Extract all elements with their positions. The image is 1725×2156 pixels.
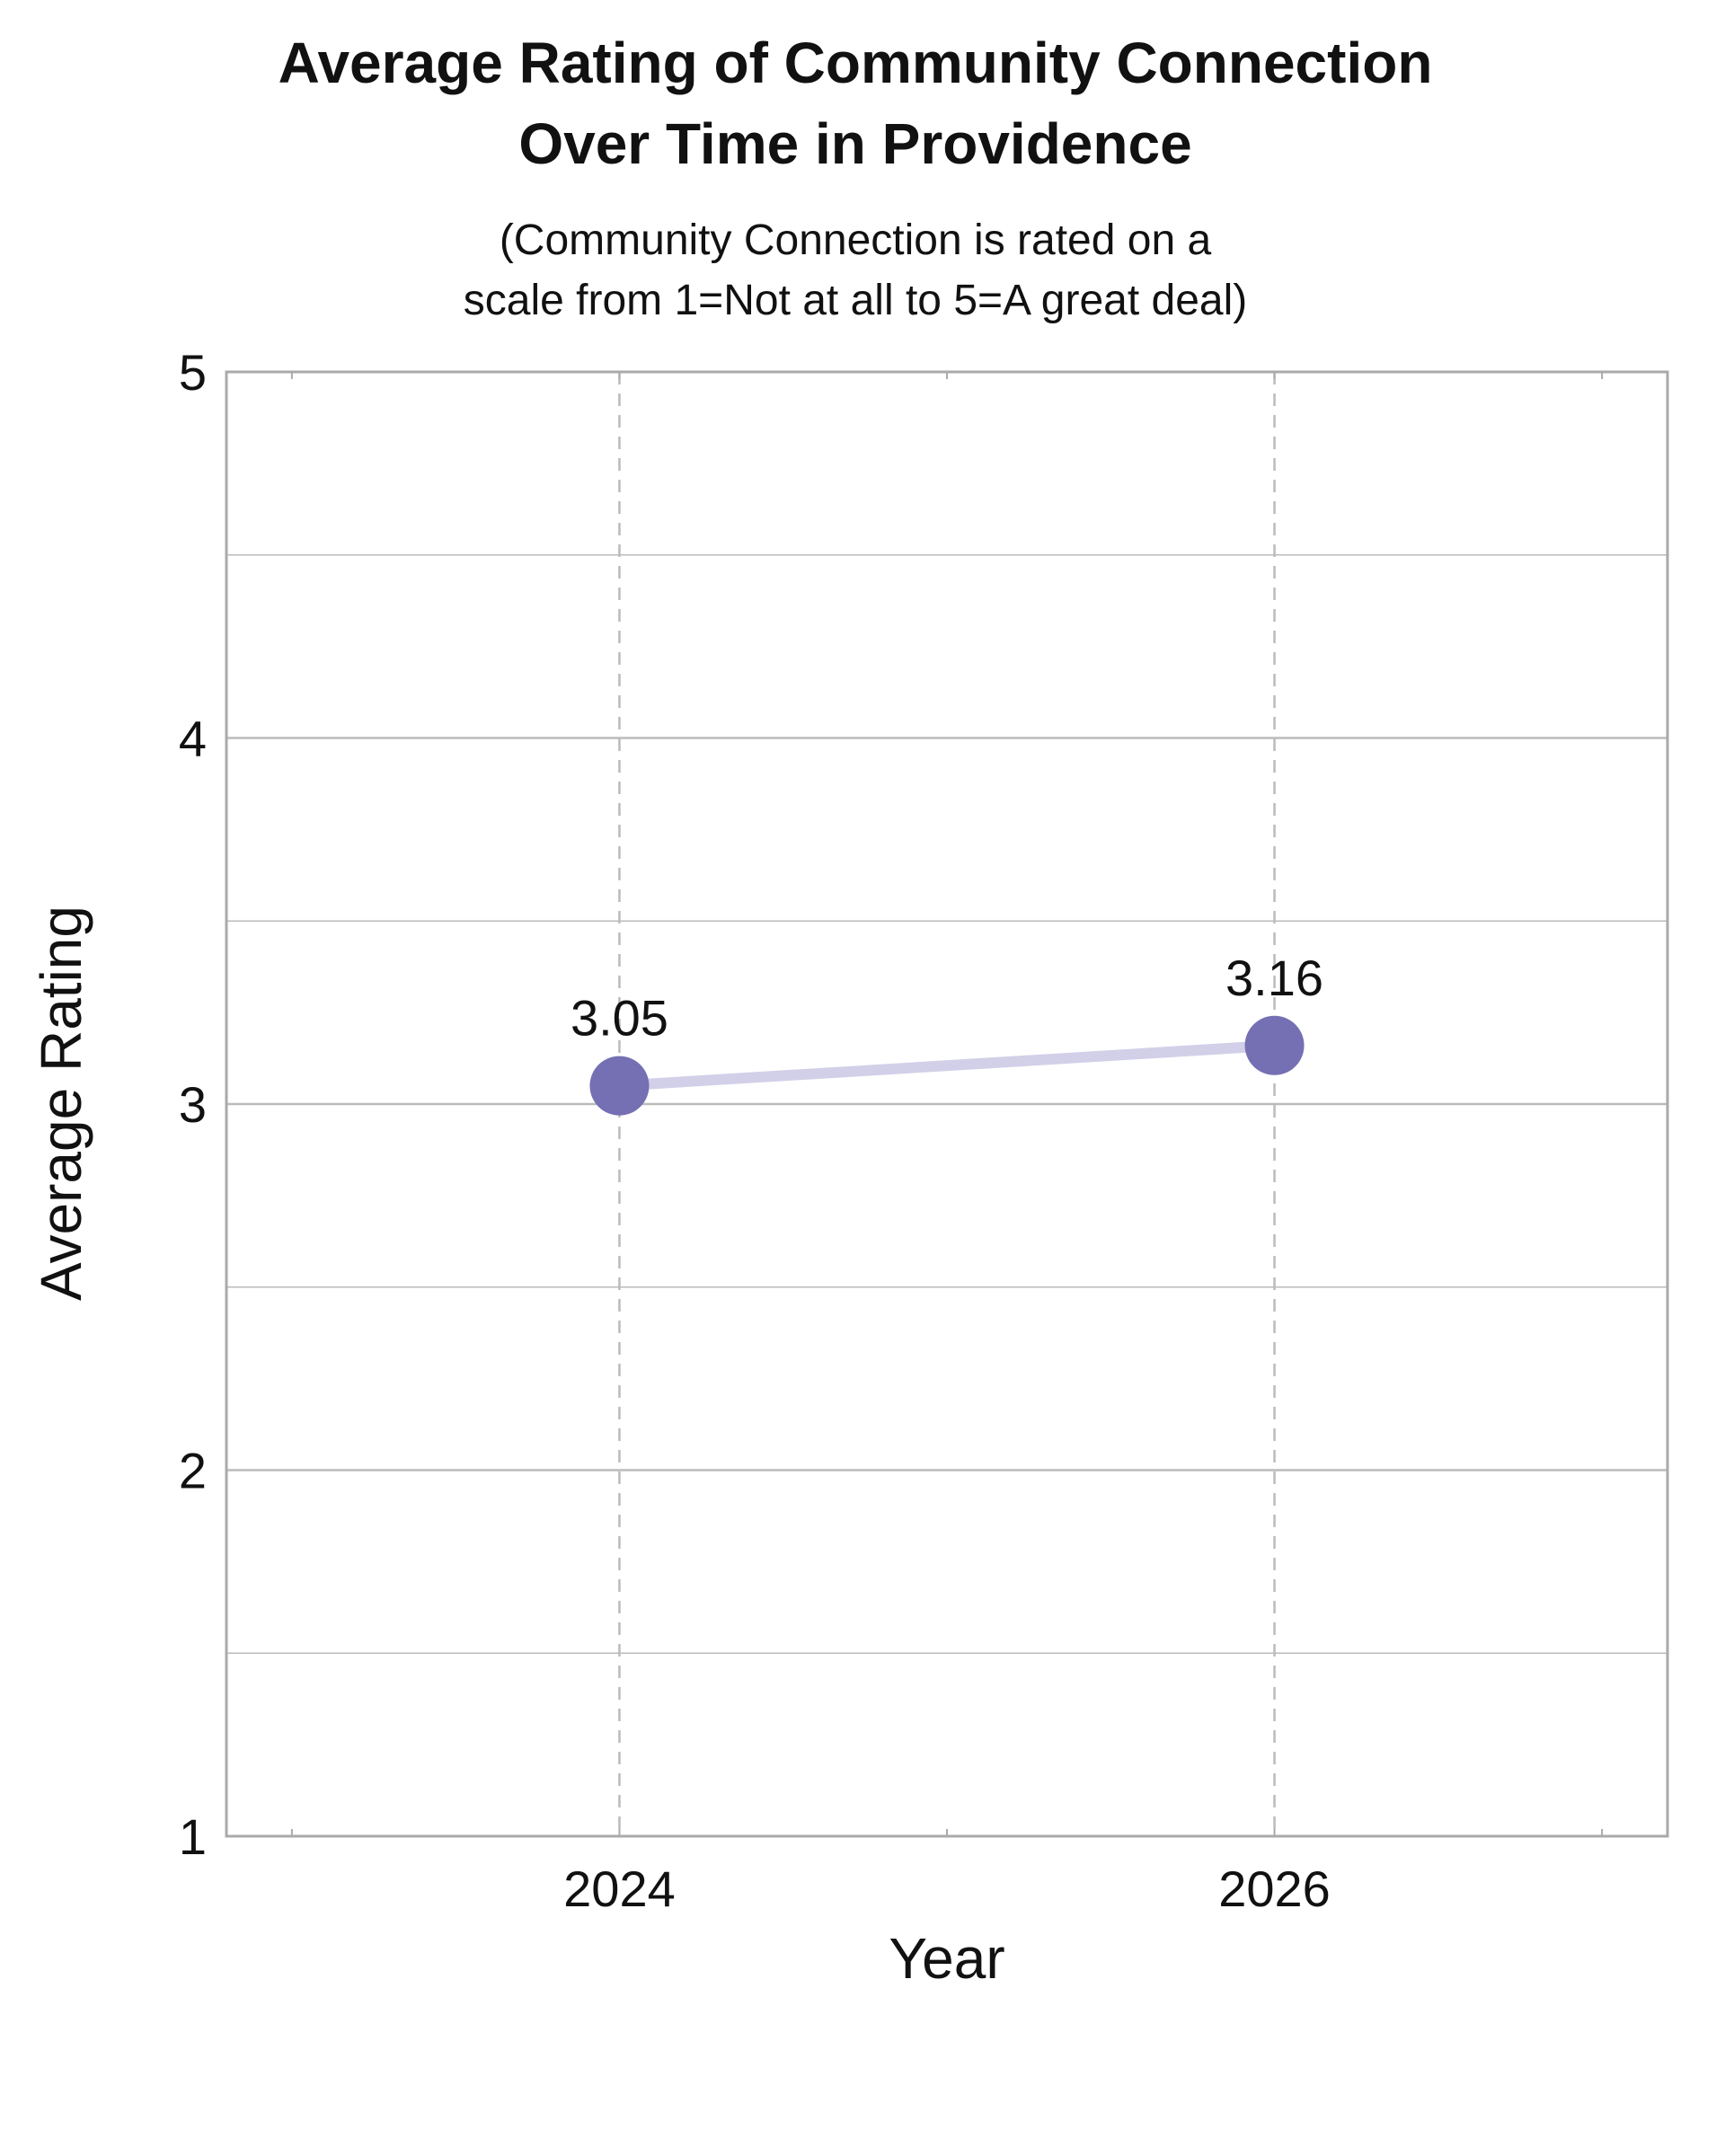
data-point: [1244, 1015, 1305, 1075]
chart-title-line-2: Over Time in Providence: [518, 111, 1191, 176]
y-tick-label: 1: [179, 1808, 207, 1865]
x-axis-label: Year: [889, 1926, 1004, 1991]
x-tick-label: 2024: [563, 1860, 676, 1917]
series-layer: [589, 1015, 1305, 1116]
data-label: 3.05: [571, 990, 668, 1047]
chart-subtitle: (Community Connection is rated on a scal…: [464, 216, 1247, 324]
y-tick-label: 3: [179, 1076, 207, 1133]
y-tick-label: 2: [179, 1443, 207, 1499]
y-axis-ticks: 1 2 3 4 5: [179, 344, 207, 1865]
series-line: [614, 1039, 1280, 1091]
plot-frame: [225, 370, 1669, 1838]
y-tick-label: 5: [179, 344, 207, 401]
data-label: 3.16: [1225, 950, 1323, 1006]
chart-title-line-1: Average Rating of Community Connection: [279, 31, 1433, 95]
chart-title: Average Rating of Community Connection O…: [279, 31, 1433, 176]
chart-subtitle-line-1: (Community Connection is rated on a: [500, 216, 1212, 264]
x-tick-label: 2026: [1218, 1860, 1331, 1917]
data-point: [589, 1056, 650, 1116]
chart-subtitle-line-2: scale from 1=Not at all to 5=A great dea…: [464, 277, 1247, 324]
y-tick-label: 4: [179, 711, 207, 767]
grid-lines: [226, 370, 1668, 1838]
y-axis-label: Average Rating: [29, 906, 93, 1301]
data-labels: 3.05 3.16: [571, 950, 1323, 1047]
x-axis-ticks: 2024 2026: [563, 1860, 1331, 1917]
